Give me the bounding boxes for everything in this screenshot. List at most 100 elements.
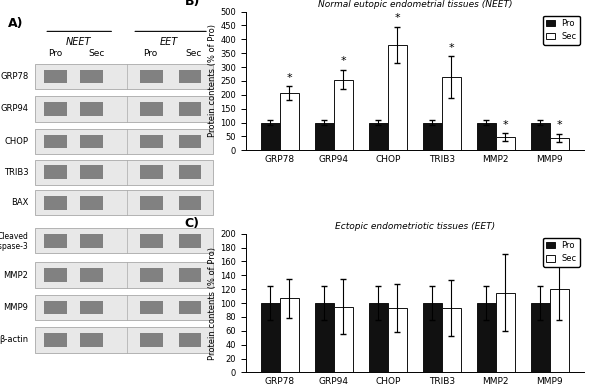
- Text: MMP2: MMP2: [4, 270, 28, 280]
- Y-axis label: Protein contents (% of Pro): Protein contents (% of Pro): [208, 25, 217, 137]
- Bar: [550, 289, 569, 372]
- Text: EET: EET: [159, 37, 178, 47]
- Bar: [35, 159, 214, 185]
- Bar: [35, 262, 214, 288]
- Bar: [442, 308, 461, 372]
- Bar: [140, 333, 163, 347]
- Bar: [35, 96, 214, 122]
- Text: CHOP: CHOP: [5, 137, 28, 146]
- Bar: [80, 165, 103, 179]
- Bar: [179, 165, 201, 179]
- Bar: [35, 64, 214, 89]
- Bar: [140, 102, 163, 116]
- Bar: [80, 134, 103, 148]
- Bar: [44, 102, 67, 116]
- Text: Cleaved: Cleaved: [0, 232, 28, 241]
- Bar: [140, 70, 163, 83]
- Bar: [388, 308, 407, 372]
- Bar: [179, 70, 201, 83]
- Text: B): B): [185, 0, 200, 8]
- Text: TRIB3: TRIB3: [4, 168, 28, 177]
- Bar: [477, 122, 496, 151]
- Bar: [44, 165, 67, 179]
- Text: Sec: Sec: [185, 50, 201, 58]
- Text: C): C): [185, 217, 200, 230]
- Bar: [80, 301, 103, 314]
- Text: NEET: NEET: [65, 37, 91, 47]
- Bar: [140, 196, 163, 210]
- Bar: [442, 77, 461, 151]
- Text: caspase-3: caspase-3: [0, 242, 28, 251]
- Text: *: *: [503, 119, 508, 129]
- Bar: [179, 134, 201, 148]
- Text: Pro: Pro: [143, 50, 158, 58]
- Bar: [140, 134, 163, 148]
- Text: GRP94: GRP94: [1, 104, 28, 114]
- Bar: [140, 165, 163, 179]
- Bar: [80, 234, 103, 248]
- Bar: [531, 122, 550, 151]
- Bar: [179, 102, 201, 116]
- Bar: [334, 79, 353, 151]
- Bar: [179, 268, 201, 282]
- Text: Sec: Sec: [88, 50, 104, 58]
- Bar: [44, 268, 67, 282]
- Text: *: *: [448, 43, 454, 53]
- Bar: [44, 234, 67, 248]
- Bar: [35, 228, 214, 253]
- Bar: [140, 268, 163, 282]
- Bar: [80, 102, 103, 116]
- Legend: Pro, Sec: Pro, Sec: [543, 16, 580, 45]
- Bar: [35, 295, 214, 320]
- Text: GRP78: GRP78: [0, 72, 28, 81]
- Text: A): A): [8, 17, 24, 30]
- Bar: [315, 122, 334, 151]
- Text: Pro: Pro: [48, 50, 63, 58]
- Bar: [44, 196, 67, 210]
- Y-axis label: Protein contents (% of Pro): Protein contents (% of Pro): [208, 247, 217, 359]
- Bar: [531, 303, 550, 372]
- Bar: [44, 333, 67, 347]
- Text: *: *: [556, 120, 562, 130]
- Bar: [280, 93, 299, 151]
- Bar: [80, 333, 103, 347]
- Text: *: *: [340, 56, 346, 66]
- Text: *: *: [287, 73, 292, 83]
- Text: MMP9: MMP9: [4, 303, 28, 312]
- Bar: [369, 122, 388, 151]
- Bar: [179, 196, 201, 210]
- Bar: [80, 196, 103, 210]
- Bar: [179, 234, 201, 248]
- Bar: [477, 303, 496, 372]
- Bar: [140, 234, 163, 248]
- Bar: [496, 293, 514, 372]
- Bar: [496, 137, 514, 151]
- Bar: [423, 303, 442, 372]
- Bar: [80, 70, 103, 83]
- Text: β-actin: β-actin: [0, 336, 28, 344]
- Bar: [44, 134, 67, 148]
- Bar: [369, 303, 388, 372]
- Bar: [80, 268, 103, 282]
- Bar: [179, 333, 201, 347]
- Bar: [280, 298, 299, 372]
- Bar: [388, 45, 407, 151]
- Bar: [550, 138, 569, 151]
- Bar: [140, 301, 163, 314]
- Title: Normal eutopic endometrial tissues (NEET): Normal eutopic endometrial tissues (NEET…: [317, 0, 512, 9]
- Legend: Pro, Sec: Pro, Sec: [543, 238, 580, 266]
- Bar: [44, 301, 67, 314]
- Bar: [179, 301, 201, 314]
- Title: Ectopic endometriotic tissues (EET): Ectopic endometriotic tissues (EET): [335, 222, 495, 232]
- Bar: [44, 70, 67, 83]
- Bar: [35, 190, 214, 215]
- Bar: [423, 122, 442, 151]
- Text: *: *: [395, 13, 400, 23]
- Bar: [315, 303, 334, 372]
- Bar: [261, 303, 280, 372]
- Bar: [261, 122, 280, 151]
- Text: BAX: BAX: [11, 198, 28, 207]
- Bar: [334, 306, 353, 372]
- Bar: [35, 327, 214, 353]
- Bar: [35, 129, 214, 154]
